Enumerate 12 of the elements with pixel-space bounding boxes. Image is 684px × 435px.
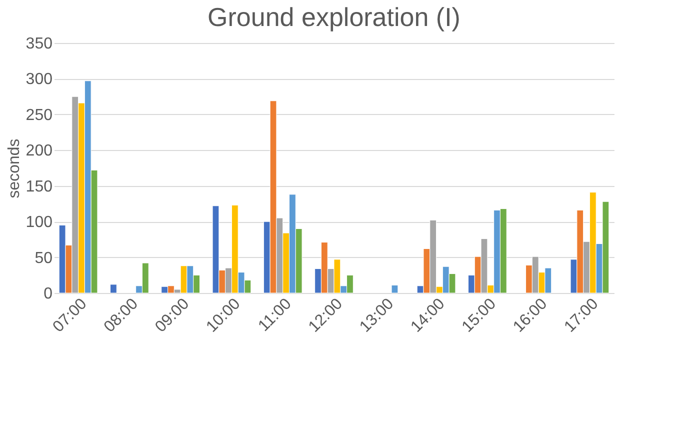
y-tick-label: 50 — [34, 250, 53, 267]
y-tick-label: 300 — [26, 71, 53, 88]
y-axis-title: seconds — [6, 138, 23, 198]
y-tick-label: 100 — [26, 214, 53, 232]
y-tick-label: 150 — [26, 178, 53, 196]
y-tick-label: 200 — [26, 142, 53, 160]
chart-title: Ground exploration (I) — [208, 2, 460, 32]
bar — [391, 284, 398, 294]
y-tick-label: 0 — [44, 286, 53, 302]
y-tick-label: 250 — [26, 106, 53, 124]
y-tick-label: 350 — [26, 36, 53, 52]
bar — [110, 284, 117, 294]
